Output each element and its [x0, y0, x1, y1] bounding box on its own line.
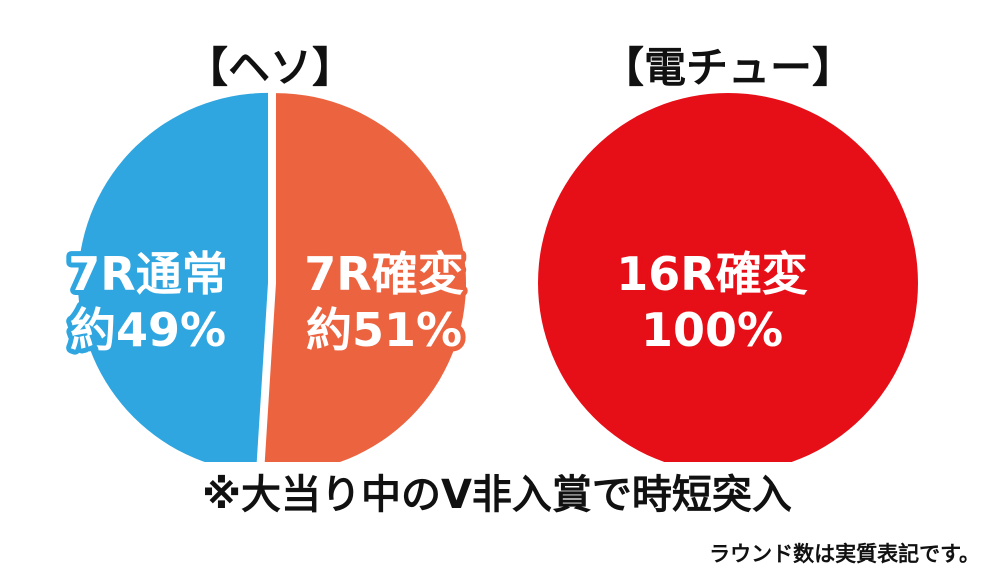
pie-slice-16r-kakuhen [538, 93, 918, 473]
chart-title-denchu: 【電チュー】 [602, 43, 854, 92]
slice-value-7r-normal: 約49% [70, 303, 226, 357]
pie-chart-denchu: 【電チュー】 16R確変 100% [538, 43, 918, 473]
slice-label-16r-kakuhen: 16R確変 [616, 247, 807, 301]
pie-chart-heso: 【ヘソ】 7R通常 約49% 7R確変 約51% [63, 43, 469, 474]
slice-labels-heso: 7R通常 約49% 7R確変 約51% [63, 242, 468, 362]
footnote-backdrop [150, 462, 870, 518]
slice-value-7r-kakuhen: 約51% [306, 303, 462, 357]
pie-slice-7r-normal [78, 92, 269, 473]
footnote-text: ※大当り中のV非入賞で時短突入 [202, 472, 792, 518]
pie-slices-heso [78, 92, 466, 474]
slice-value-16r-kakuhen: 100% [641, 303, 783, 357]
slice-label-7r-kakuhen: 7R確変 [304, 247, 463, 301]
pie-slice-7r-kakuhen [264, 93, 466, 474]
chart-title-heso: 【ヘソ】 [186, 43, 354, 92]
slice-labels-denchu: 16R確変 100% [612, 243, 811, 361]
slice-label-7r-normal: 7R通常 [68, 247, 227, 301]
source-note-text: ラウンド数は実質表記です。 [709, 542, 980, 566]
pie-slices-denchu [538, 93, 918, 473]
